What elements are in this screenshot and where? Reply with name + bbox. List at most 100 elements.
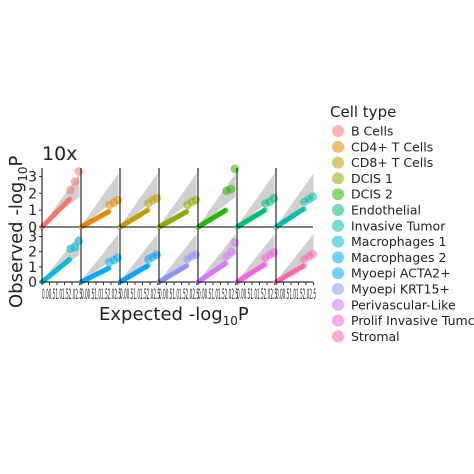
legend-title: Cell type xyxy=(330,103,396,121)
tail-data-point xyxy=(66,185,75,195)
tail-data-point xyxy=(226,247,236,257)
legend-label: Stromal xyxy=(351,329,400,344)
legend-entry: Prolif Invasive Tumc xyxy=(332,313,474,328)
legend-entry: DCIS 2 xyxy=(332,187,393,202)
legend-entry: DCIS 1 xyxy=(332,171,393,186)
legend-entry: B Cells xyxy=(332,124,393,139)
data-point xyxy=(223,260,229,266)
x-axis-label-main: Expected -log xyxy=(99,304,223,325)
facet-panel-endothelial xyxy=(234,168,279,230)
facet-panel-myoepi-krt15-: 0.00.51.01.52.02.5 xyxy=(156,229,201,303)
legend-key xyxy=(332,219,344,232)
legend-label: Myoepi KRT15+ xyxy=(351,282,450,297)
legend-entry: Myoepi KRT15+ xyxy=(332,282,450,297)
tail-data-point xyxy=(269,248,279,257)
confidence-band xyxy=(81,233,119,282)
tail-data-point xyxy=(226,184,236,194)
x-tick-labels: 0.00.51.01.52.02.5 xyxy=(120,287,160,303)
y-axis-label: Observed -log10P xyxy=(6,155,30,308)
tail-data-point xyxy=(191,250,201,260)
legend-entry: Stromal xyxy=(332,329,400,344)
facet-panel-myoepi-acta2-: 0.00.51.01.52.02.5 xyxy=(117,229,162,303)
y-tick-label: 1 xyxy=(28,260,37,276)
y-axis-label-main: Observed -log xyxy=(6,182,27,308)
confidence-band xyxy=(120,233,158,282)
facet-panel-macrophages-2: 0.00.51.01.52.02.5 xyxy=(78,229,123,303)
y-tick-label: 1 xyxy=(28,203,37,219)
legend-key xyxy=(332,140,344,153)
legend-entry: Perivascular-Like xyxy=(332,297,456,312)
x-axis-title: Expected -log10P xyxy=(99,304,249,328)
legend-entry: Macrophages 1 xyxy=(332,234,446,249)
y-axis-title: Observed -log10P xyxy=(6,155,30,308)
confidence-band xyxy=(159,233,197,282)
facet-panel-stromal: 0.00.51.01.52.02.5 xyxy=(273,229,318,303)
legend-label: DCIS 1 xyxy=(351,171,393,186)
x-tick-labels: 0.00.51.01.52.02.5 xyxy=(159,287,199,303)
tail-data-point xyxy=(113,253,123,263)
data-point xyxy=(67,196,73,202)
tail-data-point xyxy=(113,195,123,205)
facet-panel-prolif-invasive-tumor: 0.00.51.01.52.02.5 xyxy=(234,229,279,303)
data-point xyxy=(145,207,151,213)
legend-label: Macrophages 1 xyxy=(351,234,446,249)
tail-data-point xyxy=(152,250,162,260)
legend-key xyxy=(332,125,344,137)
tail-data-point xyxy=(230,164,240,174)
data-point xyxy=(262,207,268,213)
data-point xyxy=(67,256,73,262)
y-axis-label-subscript: 10 xyxy=(16,166,30,181)
y-tick-label: 3 xyxy=(28,169,37,185)
legend-label: Invasive Tumor xyxy=(351,218,446,233)
facet-panel-cd8-t-cells xyxy=(117,168,162,230)
x-axis-label-subscript: 10 xyxy=(223,314,238,328)
x-tick-labels: 0.00.51.01.52.02.5 xyxy=(81,287,121,303)
legend-key xyxy=(332,267,344,280)
facet-panel-dcis-1 xyxy=(156,168,201,230)
tail-data-point xyxy=(230,238,240,247)
legend-label: CD4+ T Cells xyxy=(351,139,433,154)
tail-data-point xyxy=(74,236,84,246)
data-point xyxy=(262,261,268,267)
legend-key xyxy=(332,298,344,311)
tail-data-point xyxy=(269,194,279,203)
facet-panel-cd4-t-cells xyxy=(78,168,123,230)
legend-entry: Endothelial xyxy=(332,203,421,218)
legend-label: Perivascular-Like xyxy=(351,297,456,312)
legend-label: DCIS 2 xyxy=(351,187,393,202)
legend-entry: CD8+ T Cells xyxy=(332,155,433,170)
legend-entry: CD4+ T Cells xyxy=(332,139,433,154)
legend-entry: Invasive Tumor xyxy=(332,218,446,233)
confidence-band xyxy=(159,173,197,227)
confidence-band xyxy=(81,173,119,227)
legend-label: Macrophages 2 xyxy=(351,250,446,265)
tail-data-point xyxy=(191,195,201,205)
legend-key xyxy=(332,283,344,295)
legend-label: Prolif Invasive Tumc xyxy=(351,313,474,328)
facet-panel-dcis-2 xyxy=(195,164,240,230)
confidence-band xyxy=(120,173,158,227)
data-point xyxy=(106,265,112,271)
legend-key xyxy=(332,188,344,201)
confidence-band xyxy=(237,173,275,227)
y-tick-label: 3 xyxy=(28,230,37,246)
legend-label: B Cells xyxy=(351,124,393,139)
legend-key xyxy=(332,156,344,169)
legend-label: CD8+ T Cells xyxy=(351,155,433,170)
legend-entry: Myoepi ACTA2+ xyxy=(332,266,451,281)
y-axis-label-suffix: P xyxy=(6,155,27,166)
confidence-band xyxy=(198,233,236,282)
x-tick-labels: 0.00.51.01.52.02.5 xyxy=(237,287,277,303)
tail-data-point xyxy=(308,192,318,201)
facet-panel-perivascular-like: 0.00.51.01.52.02.5 xyxy=(195,229,240,303)
data-point xyxy=(184,208,190,215)
y-tick-label: 2 xyxy=(28,186,37,202)
legend-label: Endothelial xyxy=(351,203,421,218)
tail-data-point xyxy=(74,167,84,176)
tail-data-point xyxy=(70,177,80,186)
x-axis-label-suffix: P xyxy=(238,304,249,325)
tail-data-point xyxy=(308,249,318,259)
legend-key xyxy=(332,251,344,264)
